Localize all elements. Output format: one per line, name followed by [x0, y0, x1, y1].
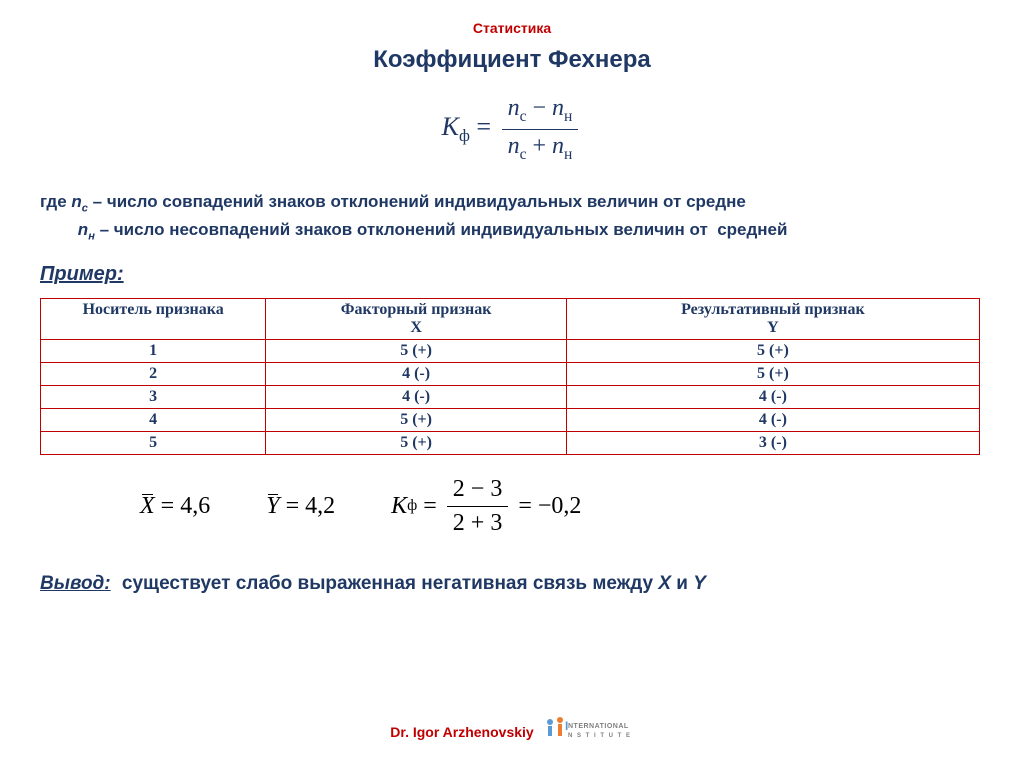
result-formula: X = 4,6 Y = 4,2 Kф = 2 − 3 2 + 3 = −0,2 [40, 475, 984, 538]
table-cell: 5 (+) [266, 408, 566, 431]
svg-text:NTERNATIONAL: NTERNATIONAL [568, 723, 629, 730]
table-cell: 5 (+) [566, 362, 979, 385]
subject-label: Статистика [40, 20, 984, 36]
table-cell: 4 (-) [266, 362, 566, 385]
table-cell: 5 (+) [566, 339, 979, 362]
footer: Dr. Igor Arzhenovskiy NTERNATIONAL N S T… [0, 716, 1024, 747]
table-row: 34 (-)4 (-) [41, 385, 980, 408]
author-name: Dr. Igor Arzhenovskiy [390, 724, 533, 740]
svg-text:N S T I T U T E: N S T I T U T E [568, 733, 632, 739]
table-cell: 5 (+) [266, 431, 566, 454]
svg-text:I: I [565, 719, 568, 733]
table-cell: 3 [41, 385, 266, 408]
table-header-cell: Факторный признакX [266, 298, 566, 339]
conclusion: Вывод: существует слабо выраженная негат… [40, 573, 984, 595]
table-cell: 5 [41, 431, 266, 454]
page-title: Коэффициент Фехнера [40, 46, 984, 74]
table-cell: 4 (-) [566, 408, 979, 431]
table-row: 45 (+)4 (-) [41, 408, 980, 431]
table-row: 55 (+)3 (-) [41, 431, 980, 454]
definitions-block: где nс – число совпадений знаков отклоне… [40, 189, 984, 245]
table-cell: 2 [41, 362, 266, 385]
main-formula: Kф = nс − nн nс + nн [40, 94, 984, 164]
institute-logo-icon: NTERNATIONAL N S T I T U T E I [544, 716, 634, 747]
table-row: 15 (+)5 (+) [41, 339, 980, 362]
data-table: Носитель признакаФакторный признакXРезул… [40, 298, 980, 455]
table-cell: 4 (-) [266, 385, 566, 408]
table-cell: 3 (-) [566, 431, 979, 454]
table-cell: 4 (-) [566, 385, 979, 408]
table-cell: 5 (+) [266, 339, 566, 362]
example-heading: Пример: [40, 263, 984, 286]
table-cell: 1 [41, 339, 266, 362]
table-cell: 4 [41, 408, 266, 431]
table-row: 24 (-)5 (+) [41, 362, 980, 385]
table-header-cell: Носитель признака [41, 298, 266, 339]
table-header-cell: Результативный признакY [566, 298, 979, 339]
table-header-row: Носитель признакаФакторный признакXРезул… [41, 298, 980, 339]
